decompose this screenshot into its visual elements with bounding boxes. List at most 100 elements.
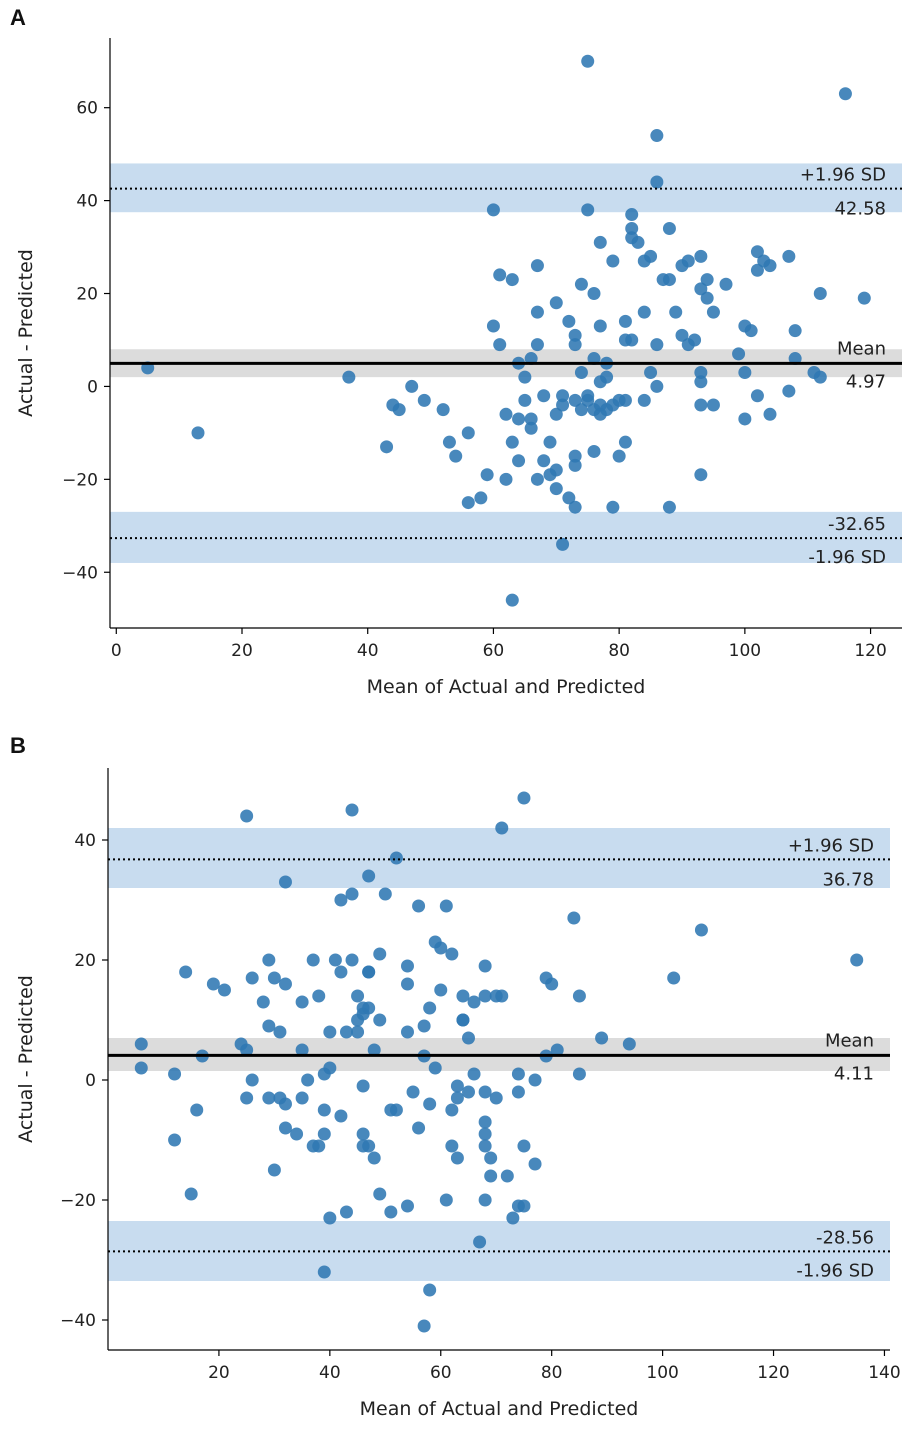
data-point <box>478 1085 492 1099</box>
data-point <box>606 500 620 514</box>
data-point <box>380 440 394 454</box>
data-point <box>278 1121 292 1135</box>
upper-loa-label: +1.96 SD <box>788 835 874 856</box>
data-point <box>256 995 270 1009</box>
data-point <box>295 1043 309 1057</box>
data-point <box>334 965 348 979</box>
y-tick-label: 20 <box>76 285 98 305</box>
x-tick-label: 140 <box>868 1363 900 1383</box>
data-point <box>574 277 588 291</box>
data-point <box>342 370 356 384</box>
y-axis-label: Actual - Predicted <box>15 249 37 417</box>
data-point <box>400 977 414 991</box>
data-point <box>530 305 544 319</box>
x-tick-label: 80 <box>541 1363 563 1383</box>
data-point <box>362 1001 376 1015</box>
lower-loa-value: -32.65 <box>828 514 886 535</box>
data-point <box>428 1061 442 1075</box>
data-point <box>618 393 632 407</box>
data-point <box>323 1061 337 1075</box>
data-point <box>423 1001 437 1015</box>
data-point <box>637 305 651 319</box>
data-point <box>700 273 714 287</box>
data-point <box>694 375 708 389</box>
data-point <box>675 328 689 342</box>
data-point <box>290 1127 304 1141</box>
data-point <box>486 319 500 333</box>
data-point <box>450 1079 464 1093</box>
data-point <box>339 1025 353 1039</box>
y-tick-label: 60 <box>76 99 98 119</box>
x-tick-label: 100 <box>646 1363 678 1383</box>
data-point <box>512 412 526 426</box>
x-tick-label: 120 <box>757 1363 789 1383</box>
x-tick-label: 40 <box>357 641 379 661</box>
data-point <box>317 1265 331 1279</box>
data-point <box>262 1019 276 1033</box>
data-point <box>500 1169 514 1183</box>
data-point <box>486 203 500 217</box>
data-point <box>474 491 488 505</box>
data-point <box>362 869 376 883</box>
data-point <box>412 1121 426 1135</box>
data-point <box>505 273 519 287</box>
data-point <box>512 454 526 468</box>
data-point <box>545 977 559 991</box>
data-point <box>389 1103 403 1117</box>
upper-loa-value: 42.58 <box>834 199 886 220</box>
mean-label: Mean <box>837 338 886 359</box>
x-tick-label: 60 <box>483 641 505 661</box>
data-point <box>505 435 519 449</box>
data-point <box>694 365 708 379</box>
data-point <box>356 1079 370 1093</box>
data-point <box>278 1097 292 1111</box>
y-tick-label: 40 <box>76 192 98 212</box>
data-point <box>489 1091 503 1105</box>
data-point <box>306 953 320 967</box>
data-point <box>184 1187 198 1201</box>
y-tick-label: 40 <box>74 831 96 851</box>
data-point <box>662 221 676 235</box>
data-point <box>750 389 764 403</box>
data-point <box>317 1127 331 1141</box>
data-point <box>134 1061 148 1075</box>
data-point <box>517 791 531 805</box>
data-point <box>537 389 551 403</box>
data-point <box>278 875 292 889</box>
data-point <box>345 803 359 817</box>
data-point <box>461 496 475 510</box>
data-point <box>480 468 494 482</box>
data-point <box>593 319 607 333</box>
data-point <box>562 314 576 328</box>
x-axis-label: Mean of Actual and Predicted <box>367 676 646 698</box>
data-point <box>838 87 852 101</box>
data-point <box>400 1025 414 1039</box>
y-tick-label: −20 <box>60 1191 96 1211</box>
data-point <box>301 1073 315 1087</box>
data-point <box>240 1043 254 1057</box>
data-point <box>549 296 563 310</box>
data-point <box>568 500 582 514</box>
data-point <box>631 235 645 249</box>
data-point <box>245 1073 259 1087</box>
data-point <box>782 249 796 263</box>
data-point <box>450 1151 464 1165</box>
lower-loa-value: -28.56 <box>816 1227 874 1248</box>
data-point <box>581 54 595 68</box>
data-point <box>556 398 570 412</box>
x-tick-label: 120 <box>854 641 886 661</box>
data-point <box>556 537 570 551</box>
data-point <box>240 809 254 823</box>
data-point <box>445 1103 459 1117</box>
data-point <box>662 500 676 514</box>
data-point <box>556 389 570 403</box>
data-point <box>568 393 582 407</box>
data-point <box>245 971 259 985</box>
mean-value: 4.97 <box>846 371 886 392</box>
data-point <box>378 887 392 901</box>
data-point <box>351 989 365 1003</box>
data-point <box>518 393 532 407</box>
data-point <box>467 995 481 1009</box>
data-point <box>595 1031 609 1045</box>
lower-loa-label: -1.96 SD <box>796 1260 874 1281</box>
